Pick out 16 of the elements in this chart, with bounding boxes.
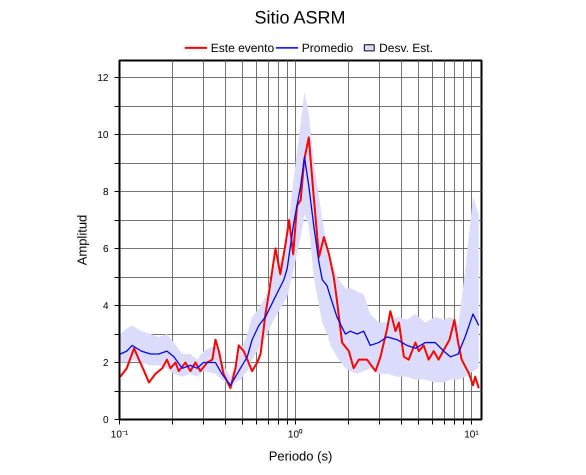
- y-axis-title: Amplitud: [74, 214, 90, 266]
- legend-label: Promedio: [302, 40, 354, 55]
- y-tick-label: 4: [102, 301, 109, 312]
- y-tick-label: 10: [97, 130, 109, 142]
- y-tick-label: 12: [97, 73, 109, 84]
- chart-title: Sitio ASRM: [254, 8, 346, 28]
- y-tick-label: 8: [102, 187, 109, 198]
- x-tick-label: 10⁰: [288, 428, 304, 440]
- y-tick-label: 2: [102, 358, 109, 370]
- x-tick-label: 10¹: [464, 430, 480, 440]
- legend-label: Este evento: [210, 40, 274, 55]
- x-tick-label: 10⁻¹: [110, 430, 129, 440]
- y-tick-label: 6: [102, 244, 109, 256]
- legend-label: Desv. Est.: [379, 40, 433, 55]
- x-axis-title: Periodo (s): [268, 448, 332, 464]
- y-tick-label: 0: [102, 415, 109, 426]
